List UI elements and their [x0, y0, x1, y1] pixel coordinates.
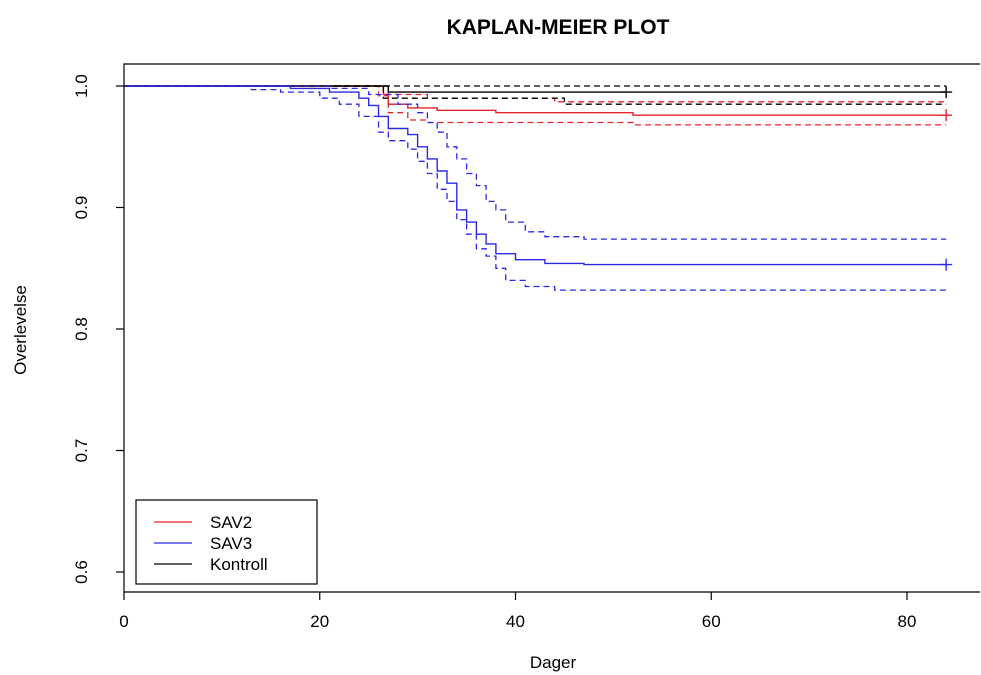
chart-title: KAPLAN-MEIER PLOT	[447, 16, 670, 39]
legend-label-kontroll: Kontroll	[210, 555, 268, 574]
survival-line-kontroll	[124, 85, 947, 93]
ci-lower-sav3	[124, 85, 947, 291]
x-axis-label: Dager	[530, 653, 577, 672]
legend-box	[135, 499, 318, 585]
ci-upper-sav2	[124, 85, 947, 103]
plot-border	[123, 63, 980, 593]
plot-area	[124, 85, 953, 291]
survival-line-sav3	[124, 85, 947, 266]
legend-label-sav2: SAV2	[210, 513, 252, 532]
x-tick-label: 80	[898, 612, 917, 631]
y-tick-label: 0.6	[72, 560, 91, 584]
y-tick-label: 0.9	[72, 196, 91, 220]
x-tick-label: 40	[506, 612, 525, 631]
survival-line-sav2	[124, 85, 947, 116]
ci-upper-sav3	[124, 85, 947, 240]
y-tick-label: 1.0	[72, 74, 91, 98]
axes: 0 20 40 60 80 0.6 0.7 0.8 0.9 1.0	[72, 63, 980, 631]
legend-label-sav3: SAV3	[210, 534, 252, 553]
censor-mark-sav2	[940, 109, 953, 122]
censor-mark-sav3	[940, 258, 953, 271]
x-tick-label: 20	[310, 612, 329, 631]
censor-mark-kontroll	[940, 86, 953, 99]
y-tick-label: 0.7	[72, 439, 91, 463]
legend: SAV2 SAV3 Kontroll	[135, 499, 318, 585]
y-axis-label: Overlevelse	[11, 285, 30, 375]
x-tick-label: 0	[119, 612, 128, 631]
x-tick-label: 60	[702, 612, 721, 631]
y-tick-label: 0.8	[72, 317, 91, 341]
ci-lower-kontroll	[124, 85, 947, 105]
